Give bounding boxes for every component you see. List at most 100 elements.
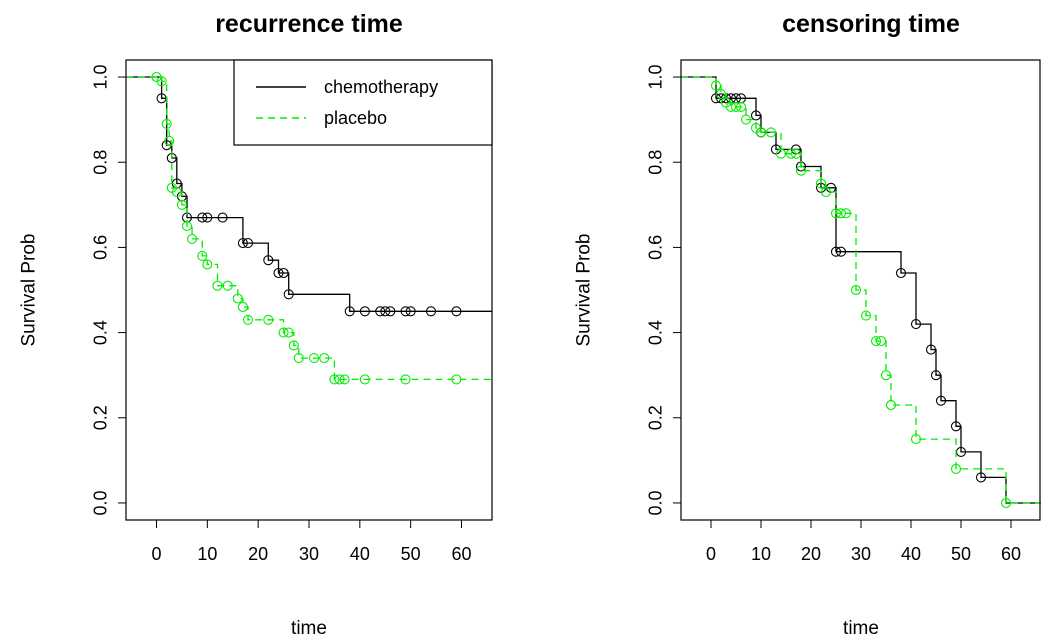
censor-mark: [910, 319, 922, 330]
censor-mark: [161, 118, 172, 129]
censor-mark: [765, 127, 777, 138]
x-tick-label: 10: [197, 544, 217, 564]
y-tick-label: 0.6: [645, 235, 665, 260]
y-tick-label: 0.4: [645, 320, 665, 345]
censor-mark: [176, 199, 187, 210]
x-tick-label: 40: [350, 544, 370, 564]
censor-mark: [835, 208, 847, 219]
x-tick-label: 30: [299, 544, 319, 564]
series-line-placebo: [681, 76, 1041, 504]
y-tick-label: 0.4: [90, 320, 110, 345]
censor-mark: [334, 374, 345, 385]
censor-mark: [451, 306, 462, 317]
censor-mark: [790, 148, 802, 159]
censor-mark: [359, 374, 370, 385]
legend-label-placebo: placebo: [324, 108, 387, 128]
x-tick-label: 30: [851, 544, 871, 564]
censor-mark: [725, 101, 737, 112]
censor-mark: [181, 221, 193, 232]
censor-mark: [319, 353, 330, 364]
censor-mark: [237, 301, 248, 313]
censor-mark: [880, 370, 892, 381]
panel-censoring-time: censoring time 0 10 20 30 40 50 60 0.0 0.2 0.4 0.6 0…: [574, 10, 1041, 639]
censor-mark: [278, 327, 289, 338]
censor-mark: [197, 250, 208, 261]
y-axis-label: Survival Prob: [19, 234, 40, 347]
censor-mark: [950, 463, 962, 474]
x-tick-label: 0: [151, 544, 161, 564]
y-tick-label: 0.2: [645, 405, 665, 430]
x-tick-label: 50: [951, 544, 971, 564]
censor-mark: [730, 101, 742, 112]
censor-mark: [283, 327, 294, 338]
x-tick-label: 50: [401, 544, 421, 564]
censor-mark: [715, 89, 727, 100]
censor-mark: [735, 101, 747, 112]
censor-mark: [385, 306, 396, 317]
x-tick-label: 60: [1001, 544, 1021, 564]
legend-box: [233, 59, 493, 146]
censor-mark: [187, 233, 198, 244]
censor-mark: [885, 399, 897, 411]
censor-mark: [870, 336, 882, 347]
censor-mark: [309, 353, 320, 364]
x-tick-label: 60: [451, 544, 471, 564]
censor-mark: [750, 110, 762, 121]
x-tick-label: 20: [801, 544, 821, 564]
censor-mark: [935, 395, 947, 406]
y-tick-label: 0.2: [90, 405, 110, 430]
censor-mark: [860, 310, 872, 321]
censor-mark: [380, 306, 391, 317]
censor-mark: [263, 314, 274, 325]
censor-mark: [875, 336, 887, 347]
censor-mark: [425, 306, 437, 317]
y-tick-label: 0.8: [645, 150, 665, 175]
censor-mark: [237, 238, 248, 249]
y-tick-label: 0.6: [90, 235, 110, 260]
censor-mark: [925, 344, 937, 355]
censor-mark: [451, 374, 462, 385]
chart-title: censoring time: [782, 10, 960, 38]
censor-mark: [740, 114, 752, 125]
censor-mark: [795, 165, 807, 176]
x-axis-label: time: [843, 618, 879, 639]
censor-mark: [375, 306, 386, 317]
censor-mark: [405, 306, 416, 317]
series-line-placebo: [126, 76, 492, 381]
censor-mark: [930, 370, 942, 381]
censor-mark: [242, 314, 254, 325]
chart-title: recurrence time: [215, 10, 403, 38]
censor-mark: [815, 178, 827, 189]
x-tick-label: 0: [706, 544, 716, 564]
censor-mark: [202, 259, 213, 270]
censor-mark: [400, 374, 411, 385]
censor-mark: [400, 306, 411, 317]
censor-mark: [895, 267, 907, 279]
censor-mark: [975, 472, 987, 483]
censor-mark: [212, 280, 223, 291]
censor-mark: [840, 208, 852, 219]
y-tick-label: 0.8: [90, 150, 110, 175]
x-tick-label: 10: [751, 544, 771, 564]
censor-mark: [202, 212, 213, 223]
censor-mark: [950, 421, 962, 432]
censor-mark: [850, 284, 862, 296]
censor-mark: [835, 246, 847, 257]
censor-mark: [830, 246, 842, 257]
censor-mark: [273, 267, 284, 279]
censor-mark: [217, 212, 228, 223]
panel-recurrence-time: recurrence time 0 10 20 30 40 50 60 0.0 0.2 0.4 0.6…: [19, 10, 493, 639]
y-axis-label: Survival Prob: [574, 234, 595, 347]
censor-mark: [283, 289, 294, 300]
censor-mark: [164, 135, 175, 146]
censor-mark: [222, 280, 233, 291]
censor-mark: [293, 353, 304, 364]
censor-mark: [344, 306, 355, 317]
x-tick-label: 40: [901, 544, 921, 564]
censor-mark: [339, 374, 350, 385]
censor-mark: [820, 186, 832, 198]
legend: chemotherapy placebo: [233, 59, 493, 146]
censor-mark: [910, 434, 922, 445]
censor-mark: [278, 267, 289, 279]
